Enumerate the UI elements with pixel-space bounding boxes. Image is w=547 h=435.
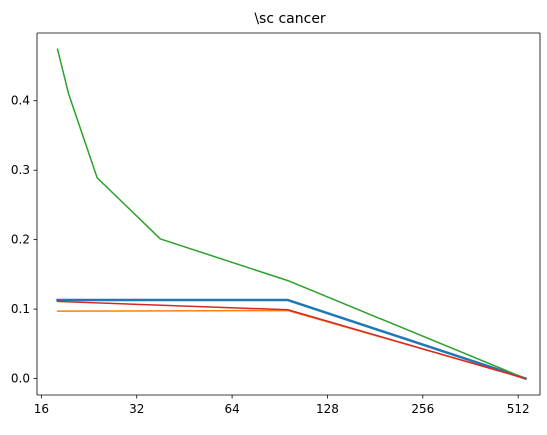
plot-area: 16 32 64 128 256 512 0.0 0.1 0.2 0.3 0.4 bbox=[11, 32, 541, 416]
x-tick-label: 128 bbox=[316, 402, 339, 416]
series-line-1 bbox=[56, 298, 528, 381]
series-line-4 bbox=[56, 300, 527, 380]
y-tick-label: 0.2 bbox=[11, 233, 30, 247]
y-tick-label: 0.3 bbox=[11, 163, 30, 177]
series-line-3 bbox=[56, 48, 527, 380]
chart-title: \sc cancer bbox=[254, 11, 326, 27]
x-tick-label: 64 bbox=[224, 402, 239, 416]
x-tick-label: 16 bbox=[34, 402, 49, 416]
x-tick-label: 32 bbox=[129, 402, 144, 416]
y-tick-label: 0.4 bbox=[11, 94, 30, 108]
y-tick-label: 0.1 bbox=[11, 302, 30, 316]
x-tick-label: 512 bbox=[507, 402, 530, 416]
y-tick-label: 0.0 bbox=[11, 372, 30, 386]
x-tick-label: 256 bbox=[411, 402, 434, 416]
